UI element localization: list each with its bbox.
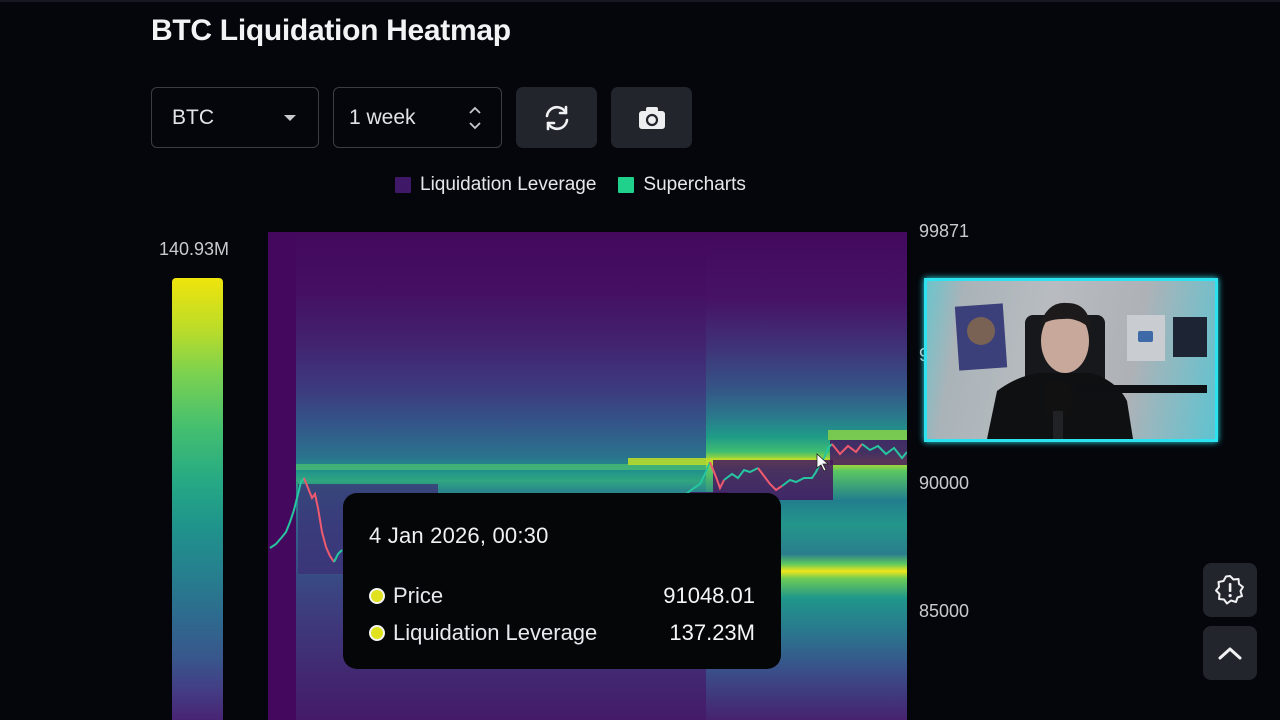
webcam-video [954, 302, 1207, 439]
colorbar-max-label: 140.93M [159, 239, 230, 259]
legend-item-supercharts[interactable]: Supercharts [618, 174, 746, 196]
refresh-button[interactable] [516, 87, 597, 148]
screenshot-button[interactable] [611, 87, 692, 148]
series-dot-icon [369, 587, 385, 604]
legend-swatch [618, 177, 635, 193]
tooltip-value: 91048.01 [663, 582, 755, 608]
scroll-to-top-button[interactable] [1203, 626, 1257, 680]
tooltip-label: Price [393, 582, 444, 608]
alert-badge-icon [1215, 575, 1244, 605]
price-candles-segment-1 [269, 477, 305, 549]
chevron-up-icon [1218, 647, 1242, 660]
chart-tooltip: 4 Jan 2026, 00:30 Price 91048.01 Liquida… [343, 493, 781, 669]
price-candles-segment-3 [685, 461, 711, 495]
time-range-select[interactable]: 1 week [333, 87, 502, 148]
tooltip-value: 137.23M [669, 619, 755, 645]
tooltip-row-price: Price 91048.01 [369, 577, 755, 614]
y-axis-label: 85000 [919, 601, 970, 621]
alert-button[interactable] [1203, 563, 1257, 617]
price-candles-segment-2 [303, 477, 335, 563]
tooltip-date: 4 Jan 2026, 00:30 [369, 523, 549, 548]
legend-label: Liquidation Leverage [420, 174, 597, 195]
toolbar: BTC 1 week [151, 87, 692, 148]
webcam-overlay [924, 278, 1218, 442]
colorbar [172, 278, 223, 720]
legend-label: Supercharts [643, 174, 746, 195]
cursor-pointer-icon [816, 453, 830, 472]
top-border [0, 0, 1280, 2]
refresh-icon [545, 105, 568, 130]
camera-icon [638, 106, 665, 129]
series-dot-icon [369, 624, 385, 641]
legend-swatch [395, 177, 411, 193]
page-title: BTC Liquidation Heatmap [151, 14, 511, 47]
chart-legend: Liquidation Leverage Supercharts [395, 174, 746, 196]
y-axis-label: 90000 [919, 473, 970, 493]
coin-select-value: BTC [172, 105, 214, 129]
up-down-stepper-icon [469, 106, 481, 130]
legend-item-liquidation-leverage[interactable]: Liquidation Leverage [395, 174, 596, 196]
time-range-value: 1 week [349, 105, 416, 129]
tooltip-label: Liquidation Leverage [393, 619, 598, 645]
caret-down-icon [284, 115, 296, 121]
y-axis-label: 99871 [919, 221, 970, 241]
tooltip-row-liquidation-leverage: Liquidation Leverage 137.23M [369, 614, 755, 651]
coin-select[interactable]: BTC [151, 87, 319, 148]
